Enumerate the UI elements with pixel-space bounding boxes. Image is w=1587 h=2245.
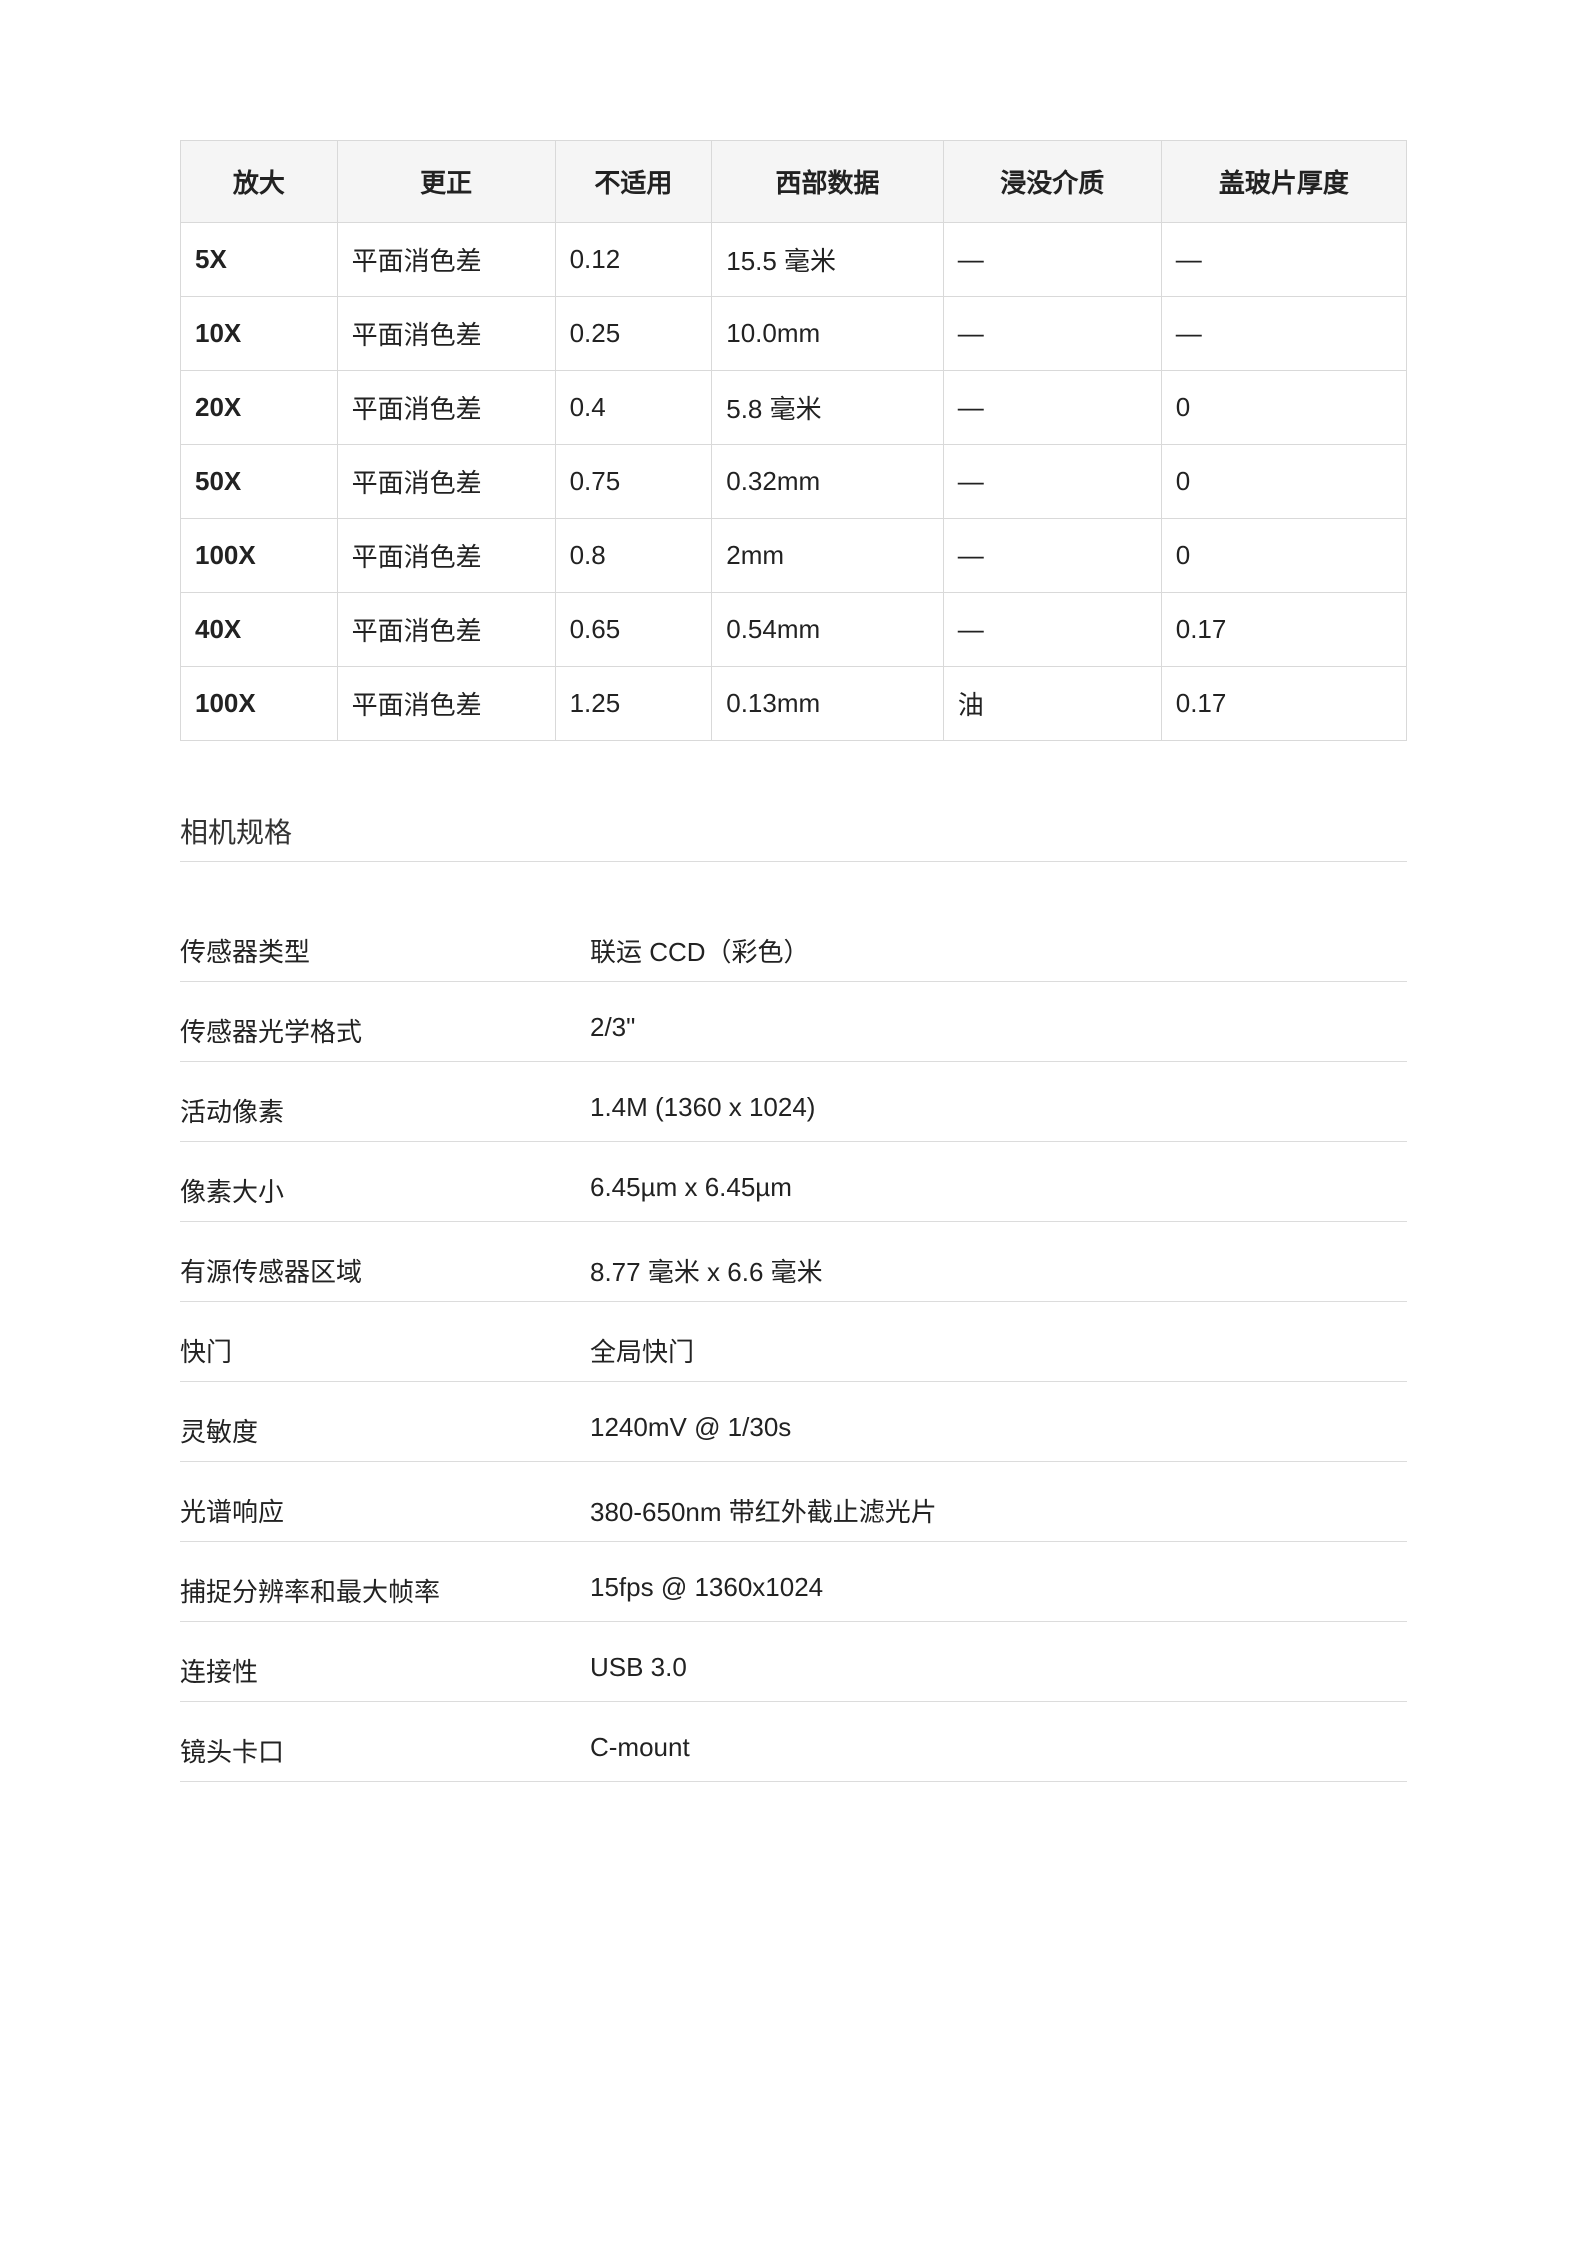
spec-value: USB 3.0: [590, 1652, 1407, 1689]
table-cell: —: [943, 371, 1161, 445]
spec-value: C-mount: [590, 1732, 1407, 1769]
spec-row: 捕捉分辨率和最大帧率15fps @ 1360x1024: [180, 1542, 1407, 1622]
camera-spec-list: 传感器类型联运 CCD（彩色）传感器光学格式2/3"活动像素1.4M (1360…: [180, 902, 1407, 1782]
table-cell: —: [943, 297, 1161, 371]
spec-row: 镜头卡口C-mount: [180, 1702, 1407, 1782]
table-cell: 100X: [181, 519, 338, 593]
table-cell: 0.65: [555, 593, 712, 667]
table-cell: 0.75: [555, 445, 712, 519]
spec-row: 光谱响应380-650nm 带红外截止滤光片: [180, 1462, 1407, 1542]
col-header-na: 不适用: [555, 141, 712, 223]
table-cell: 50X: [181, 445, 338, 519]
table-cell: 0.17: [1161, 593, 1406, 667]
table-cell: 油: [943, 667, 1161, 741]
table-cell: 10X: [181, 297, 338, 371]
col-header-wd: 西部数据: [712, 141, 944, 223]
spec-value: 8.77 毫米 x 6.6 毫米: [590, 1252, 1407, 1289]
objectives-table: 放大 更正 不适用 西部数据 浸没介质 盖玻片厚度 5X平面消色差0.1215.…: [180, 140, 1407, 741]
col-header-coverglass: 盖玻片厚度: [1161, 141, 1406, 223]
col-header-immersion: 浸没介质: [943, 141, 1161, 223]
spec-row: 有源传感器区域8.77 毫米 x 6.6 毫米: [180, 1222, 1407, 1302]
camera-section-title: 相机规格: [180, 811, 1407, 862]
table-cell: —: [943, 445, 1161, 519]
table-cell: 0: [1161, 445, 1406, 519]
spec-value: 1.4M (1360 x 1024): [590, 1092, 1407, 1129]
spec-label: 活动像素: [180, 1092, 590, 1129]
table-row: 100X平面消色差0.82mm—0: [181, 519, 1407, 593]
spec-row: 传感器类型联运 CCD（彩色）: [180, 902, 1407, 982]
table-cell: 1.25: [555, 667, 712, 741]
spec-value: 15fps @ 1360x1024: [590, 1572, 1407, 1609]
table-cell: 40X: [181, 593, 338, 667]
spec-label: 灵敏度: [180, 1412, 590, 1449]
table-cell: 平面消色差: [337, 445, 555, 519]
table-cell: 10.0mm: [712, 297, 944, 371]
table-cell: 20X: [181, 371, 338, 445]
spec-value: 联运 CCD（彩色）: [590, 932, 1407, 969]
table-cell: —: [1161, 223, 1406, 297]
table-cell: 平面消色差: [337, 297, 555, 371]
spec-row: 连接性USB 3.0: [180, 1622, 1407, 1702]
spec-value: 全局快门: [590, 1332, 1407, 1369]
table-row: 5X平面消色差0.1215.5 毫米——: [181, 223, 1407, 297]
spec-label: 镜头卡口: [180, 1732, 590, 1769]
table-cell: 5X: [181, 223, 338, 297]
page: 放大 更正 不适用 西部数据 浸没介质 盖玻片厚度 5X平面消色差0.1215.…: [0, 0, 1587, 1922]
table-row: 20X平面消色差0.45.8 毫米—0: [181, 371, 1407, 445]
table-cell: 0: [1161, 371, 1406, 445]
spec-value: 2/3": [590, 1012, 1407, 1049]
table-cell: —: [1161, 297, 1406, 371]
table-row: 40X平面消色差0.650.54mm—0.17: [181, 593, 1407, 667]
table-row: 50X平面消色差0.750.32mm—0: [181, 445, 1407, 519]
spec-value: 380-650nm 带红外截止滤光片: [590, 1492, 1407, 1529]
table-cell: —: [943, 223, 1161, 297]
table-cell: 平面消色差: [337, 593, 555, 667]
spec-label: 快门: [180, 1332, 590, 1369]
table-cell: 0.4: [555, 371, 712, 445]
table-cell: 2mm: [712, 519, 944, 593]
table-header-row: 放大 更正 不适用 西部数据 浸没介质 盖玻片厚度: [181, 141, 1407, 223]
table-cell: —: [943, 593, 1161, 667]
spec-value: 6.45µm x 6.45µm: [590, 1172, 1407, 1209]
spec-label: 传感器类型: [180, 932, 590, 969]
table-cell: 平面消色差: [337, 371, 555, 445]
table-cell: 100X: [181, 667, 338, 741]
spec-label: 有源传感器区域: [180, 1252, 590, 1289]
table-row: 10X平面消色差0.2510.0mm——: [181, 297, 1407, 371]
spec-value: 1240mV @ 1/30s: [590, 1412, 1407, 1449]
spec-row: 像素大小6.45µm x 6.45µm: [180, 1142, 1407, 1222]
col-header-magnification: 放大: [181, 141, 338, 223]
spec-label: 光谱响应: [180, 1492, 590, 1529]
table-cell: 0.25: [555, 297, 712, 371]
table-cell: 5.8 毫米: [712, 371, 944, 445]
col-header-correction: 更正: [337, 141, 555, 223]
objectives-thead: 放大 更正 不适用 西部数据 浸没介质 盖玻片厚度: [181, 141, 1407, 223]
table-cell: 0.8: [555, 519, 712, 593]
spec-row: 快门全局快门: [180, 1302, 1407, 1382]
table-cell: 平面消色差: [337, 519, 555, 593]
table-row: 100X平面消色差1.250.13mm油0.17: [181, 667, 1407, 741]
table-cell: 0.12: [555, 223, 712, 297]
spec-label: 像素大小: [180, 1172, 590, 1209]
spec-label: 捕捉分辨率和最大帧率: [180, 1572, 590, 1609]
table-cell: 0: [1161, 519, 1406, 593]
objectives-tbody: 5X平面消色差0.1215.5 毫米——10X平面消色差0.2510.0mm——…: [181, 223, 1407, 741]
table-cell: 平面消色差: [337, 667, 555, 741]
table-cell: 平面消色差: [337, 223, 555, 297]
table-cell: —: [943, 519, 1161, 593]
table-cell: 15.5 毫米: [712, 223, 944, 297]
spec-label: 传感器光学格式: [180, 1012, 590, 1049]
spec-row: 传感器光学格式2/3": [180, 982, 1407, 1062]
spec-row: 灵敏度1240mV @ 1/30s: [180, 1382, 1407, 1462]
table-cell: 0.17: [1161, 667, 1406, 741]
table-cell: 0.13mm: [712, 667, 944, 741]
spec-row: 活动像素1.4M (1360 x 1024): [180, 1062, 1407, 1142]
table-cell: 0.32mm: [712, 445, 944, 519]
table-cell: 0.54mm: [712, 593, 944, 667]
spec-label: 连接性: [180, 1652, 590, 1689]
